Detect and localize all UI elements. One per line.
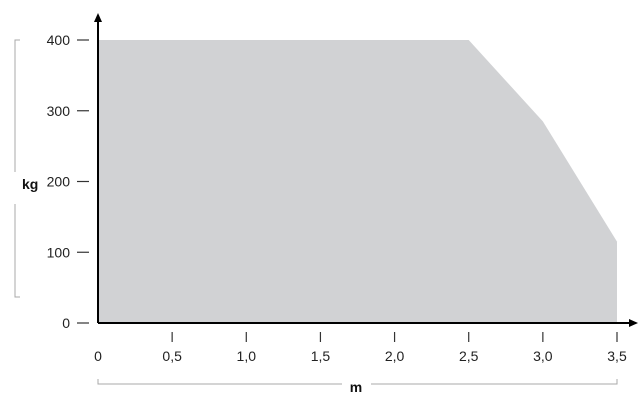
area-series — [98, 40, 617, 323]
x-tick-label: 0 — [94, 348, 102, 364]
y-tick-label: 0 — [62, 315, 70, 331]
tick-layer: 0 0,5 1,0 1,5 2,0 2,5 3,0 3,5 0 100 200 300 400 — [47, 32, 627, 364]
area-layer — [98, 40, 617, 323]
x-axis-arrow — [629, 319, 638, 327]
y-tick-label: 400 — [47, 32, 71, 48]
x-tick-label: 3,5 — [607, 348, 627, 364]
x-tick-label: 1,5 — [311, 348, 331, 364]
y-axis-title: kg — [22, 176, 38, 192]
y-axis-arrow — [94, 13, 102, 22]
y-axis-bracket-top — [14, 39, 20, 172]
x-tick-label: 3,0 — [533, 348, 553, 364]
y-axis-bracket-bottom — [14, 204, 20, 298]
x-tick-label: 2,0 — [385, 348, 405, 364]
y-tick-label: 300 — [47, 103, 71, 119]
bracket-layer — [14, 39, 618, 385]
x-tick-label: 1,0 — [237, 348, 257, 364]
y-tick-label: 100 — [47, 244, 71, 260]
x-axis-bracket-right — [371, 379, 618, 385]
x-tick-label: 2,5 — [459, 348, 479, 364]
y-tick-label: 200 — [47, 174, 71, 190]
x-axis-title: m — [350, 379, 362, 394]
axis-layer — [94, 13, 638, 327]
x-axis-bracket-left — [97, 379, 342, 385]
x-tick-label: 0,5 — [162, 348, 182, 364]
